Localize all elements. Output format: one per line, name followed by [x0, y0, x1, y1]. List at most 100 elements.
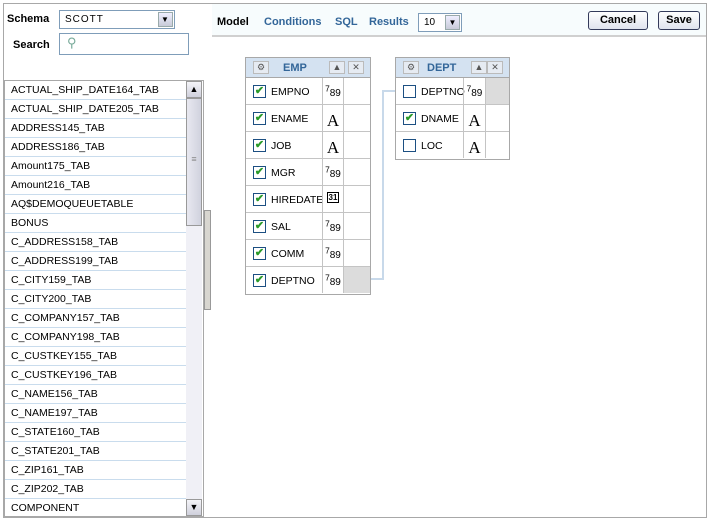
- list-item[interactable]: C_COMPANY198_TAB: [5, 328, 187, 347]
- chevron-down-icon[interactable]: ▼: [445, 15, 460, 30]
- column-row: ✔ COMM 789: [246, 240, 370, 267]
- table-settings-icon[interactable]: ⚙: [403, 61, 419, 74]
- date-type-icon: 31: [326, 192, 340, 203]
- column-row: ✔ DEPTNO 789: [246, 267, 370, 294]
- column-type: A: [463, 105, 485, 131]
- join-handle[interactable]: [343, 105, 370, 131]
- tab-results[interactable]: Results: [369, 16, 409, 28]
- column-type: A: [322, 132, 343, 158]
- column-type: 789: [322, 267, 343, 293]
- list-item[interactable]: C_ADDRESS199_TAB: [5, 252, 187, 271]
- list-item[interactable]: ADDRESS145_TAB: [5, 119, 187, 138]
- list-item[interactable]: C_STATE160_TAB: [5, 423, 187, 442]
- column-row: ✔ EMPNO 789: [246, 78, 370, 105]
- schema-select[interactable]: SCOTT ▼: [59, 10, 175, 29]
- close-icon[interactable]: ✕: [348, 61, 364, 74]
- column-checkbox[interactable]: ✔: [253, 220, 266, 233]
- join-handle[interactable]: [343, 186, 370, 212]
- column-checkbox[interactable]: ✔: [403, 112, 416, 125]
- list-item[interactable]: BONUS: [5, 214, 187, 233]
- list-item[interactable]: C_CITY200_TAB: [5, 290, 187, 309]
- column-checkbox[interactable]: ✔: [253, 274, 266, 287]
- column-row: LOC A: [396, 132, 509, 159]
- column-checkbox[interactable]: ✔: [253, 139, 266, 152]
- join-handle[interactable]: [485, 78, 509, 104]
- tab-model[interactable]: Model: [217, 16, 249, 28]
- list-item[interactable]: ACTUAL_SHIP_DATE205_TAB: [5, 100, 187, 119]
- join-handle[interactable]: [343, 267, 370, 293]
- list-item[interactable]: C_ZIP202_TAB: [5, 480, 187, 499]
- column-checkbox[interactable]: [403, 85, 416, 98]
- number-type-icon: 789: [466, 84, 483, 100]
- column-name: JOB: [271, 140, 292, 152]
- number-type-icon: 789: [325, 165, 341, 181]
- results-count-select[interactable]: 10 ▼: [418, 13, 462, 32]
- schema-value: SCOTT: [65, 14, 104, 25]
- list-item[interactable]: AQ$DEMOQUEUETABLE: [5, 195, 187, 214]
- text-type-icon: A: [326, 138, 340, 157]
- scroll-thumb[interactable]: ≡: [186, 98, 202, 226]
- list-item[interactable]: C_NAME197_TAB: [5, 404, 187, 423]
- list-item[interactable]: ADDRESS186_TAB: [5, 138, 187, 157]
- close-icon[interactable]: ✕: [487, 61, 503, 74]
- column-name: DEPTNO: [271, 275, 315, 287]
- search-label: Search: [13, 39, 50, 51]
- table-list: ACTUAL_SHIP_DATE164_TAB ACTUAL_SHIP_DATE2…: [4, 80, 204, 517]
- list-item[interactable]: Amount216_TAB: [5, 176, 187, 195]
- column-name: DNAME: [421, 113, 459, 125]
- scrollbar[interactable]: ▲ ≡ ▼: [186, 81, 202, 516]
- list-item[interactable]: C_ZIP161_TAB: [5, 461, 187, 480]
- scroll-down-button[interactable]: ▼: [186, 499, 202, 516]
- column-checkbox[interactable]: ✔: [253, 193, 266, 206]
- list-item[interactable]: C_COMPANY157_TAB: [5, 309, 187, 328]
- dept-table[interactable]: ⚙ DEPT ▲ ✕ DEPTNO 789 ✔ DNAME A LOC A: [395, 57, 510, 160]
- collapse-icon[interactable]: ▲: [329, 61, 345, 74]
- column-checkbox[interactable]: [403, 139, 416, 152]
- column-row: ✔ SAL 789: [246, 213, 370, 240]
- join-handle[interactable]: [343, 159, 370, 185]
- table-settings-icon[interactable]: ⚙: [253, 61, 269, 74]
- column-row: ✔ HIREDATE 31: [246, 186, 370, 213]
- column-name: MGR: [271, 167, 296, 179]
- join-handle[interactable]: [485, 105, 509, 131]
- column-checkbox[interactable]: ✔: [253, 247, 266, 260]
- list-item[interactable]: C_NAME156_TAB: [5, 385, 187, 404]
- list-item[interactable]: ACTUAL_SHIP_DATE164_TAB: [5, 81, 187, 100]
- column-checkbox[interactable]: ✔: [253, 85, 266, 98]
- list-item[interactable]: C_ADDRESS158_TAB: [5, 233, 187, 252]
- emp-table[interactable]: ⚙ EMP ▲ ✕ ✔ EMPNO 789 ✔ ENAME A ✔ JOB A …: [245, 57, 371, 295]
- list-item[interactable]: C_CUSTKEY196_TAB: [5, 366, 187, 385]
- table-header: ⚙ EMP ▲ ✕: [246, 58, 370, 78]
- column-type: 789: [322, 159, 343, 185]
- list-item[interactable]: Amount175_TAB: [5, 157, 187, 176]
- column-type: A: [322, 105, 343, 131]
- list-item[interactable]: COMPONENT: [5, 499, 187, 516]
- search-input[interactable]: ⚲: [59, 33, 189, 55]
- join-handle[interactable]: [343, 132, 370, 158]
- column-row: ✔ ENAME A: [246, 105, 370, 132]
- scroll-up-button[interactable]: ▲: [186, 81, 202, 98]
- join-handle[interactable]: [343, 78, 370, 104]
- column-checkbox[interactable]: ✔: [253, 112, 266, 125]
- text-type-icon: A: [468, 138, 481, 157]
- join-handle[interactable]: [343, 240, 370, 266]
- cancel-button[interactable]: Cancel: [588, 11, 648, 30]
- panel-splitter[interactable]: [204, 210, 211, 310]
- list-item[interactable]: C_STATE201_TAB: [5, 442, 187, 461]
- join-handle[interactable]: [343, 213, 370, 239]
- table-name: DEPT: [427, 62, 457, 74]
- tab-sql[interactable]: SQL: [335, 16, 358, 28]
- join-handle[interactable]: [485, 132, 509, 158]
- toolbar: Model Conditions SQL Results 10 ▼ Cancel …: [212, 4, 706, 37]
- number-type-icon: 789: [325, 246, 341, 262]
- collapse-icon[interactable]: ▲: [471, 61, 487, 74]
- list-item[interactable]: C_CITY159_TAB: [5, 271, 187, 290]
- column-row: ✔ MGR 789: [246, 159, 370, 186]
- save-button[interactable]: Save: [658, 11, 700, 30]
- number-type-icon: 789: [325, 84, 341, 100]
- list-item[interactable]: C_CUSTKEY155_TAB: [5, 347, 187, 366]
- column-type: 789: [322, 213, 343, 239]
- chevron-down-icon[interactable]: ▼: [158, 12, 173, 27]
- tab-conditions[interactable]: Conditions: [264, 16, 322, 28]
- column-checkbox[interactable]: ✔: [253, 166, 266, 179]
